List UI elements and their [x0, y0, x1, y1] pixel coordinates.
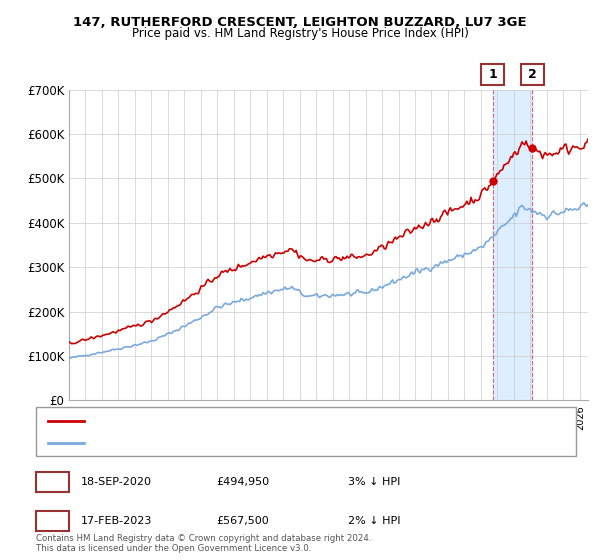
- Text: Contains HM Land Registry data © Crown copyright and database right 2024.
This d: Contains HM Land Registry data © Crown c…: [36, 534, 371, 553]
- Bar: [493, 90, 532, 400]
- Text: 3% ↓ HPI: 3% ↓ HPI: [348, 477, 400, 487]
- Text: 147, RUTHERFORD CRESCENT, LEIGHTON BUZZARD, LU7 3GE (detached house): 147, RUTHERFORD CRESCENT, LEIGHTON BUZZA…: [96, 416, 512, 426]
- Text: 1: 1: [48, 475, 57, 488]
- Text: Price paid vs. HM Land Registry's House Price Index (HPI): Price paid vs. HM Land Registry's House …: [131, 27, 469, 40]
- Text: 2: 2: [528, 68, 536, 81]
- Text: £494,950: £494,950: [216, 477, 269, 487]
- Text: 2% ↓ HPI: 2% ↓ HPI: [348, 516, 401, 526]
- Text: £567,500: £567,500: [216, 516, 269, 526]
- Text: HPI: Average price, detached house, Central Bedfordshire: HPI: Average price, detached house, Cent…: [96, 437, 397, 447]
- Text: 18-SEP-2020: 18-SEP-2020: [81, 477, 152, 487]
- Text: 17-FEB-2023: 17-FEB-2023: [81, 516, 152, 526]
- Text: 1: 1: [488, 68, 497, 81]
- Text: 147, RUTHERFORD CRESCENT, LEIGHTON BUZZARD, LU7 3GE: 147, RUTHERFORD CRESCENT, LEIGHTON BUZZA…: [73, 16, 527, 29]
- Text: 2: 2: [48, 514, 57, 528]
